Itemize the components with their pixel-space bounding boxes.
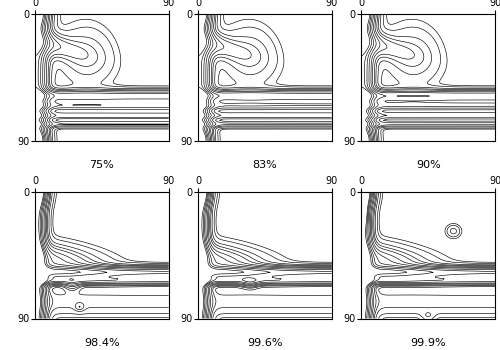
Text: 83%: 83% (252, 160, 278, 170)
Text: 90%: 90% (416, 160, 440, 170)
Text: 99.9%: 99.9% (410, 337, 446, 348)
Text: 98.4%: 98.4% (84, 337, 120, 348)
Text: 75%: 75% (90, 160, 114, 170)
Text: 99.6%: 99.6% (247, 337, 283, 348)
